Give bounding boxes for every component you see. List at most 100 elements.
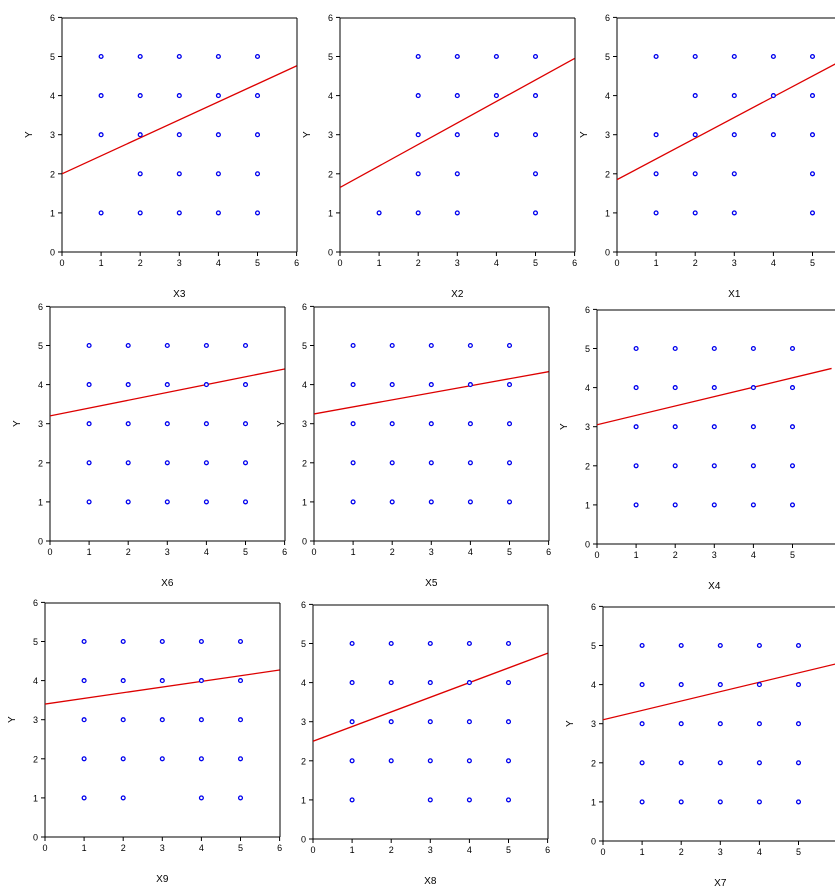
y-tick-label: 2 — [585, 461, 590, 471]
y-tick-label: 0 — [605, 248, 610, 258]
data-point — [125, 382, 131, 388]
scatter-panel-2: 0 1 2 3 4 5 6 0 1 2 3 4 5 6 X2 Y — [302, 13, 577, 300]
regression-line — [314, 371, 549, 415]
x-tick-label: 4 — [751, 550, 756, 560]
data-point — [388, 640, 394, 647]
x-tick-label: 0 — [59, 258, 64, 268]
data-point — [750, 345, 756, 352]
x-tick-label: 5 — [790, 550, 795, 560]
x-tick-label: 1 — [350, 845, 355, 855]
y-axis-label: Y — [559, 423, 570, 430]
y-tick-label: 0 — [301, 835, 306, 845]
data-point — [350, 342, 356, 349]
x-tick-label: 4 — [494, 258, 499, 268]
y-axis-label: Y — [302, 131, 313, 138]
data-point — [237, 795, 244, 801]
scatter-panel-5: 0 1 2 3 4 5 6 0 1 2 3 4 5 6 X5 Y — [276, 302, 551, 589]
x-tick-label: 5 — [238, 843, 243, 853]
x-tick-label: 0 — [311, 547, 316, 557]
data-point — [506, 499, 513, 505]
y-tick-label: 0 — [591, 837, 596, 847]
data-point — [164, 342, 170, 349]
y-tick-label: 3 — [585, 422, 590, 432]
y-tick-label: 4 — [50, 91, 55, 101]
regression-line — [597, 367, 832, 426]
data-point — [203, 421, 209, 427]
data-point — [349, 758, 355, 764]
data-point — [137, 93, 143, 99]
data-point — [756, 760, 762, 766]
data-point — [98, 53, 104, 60]
data-point — [376, 210, 382, 216]
data-point — [242, 460, 249, 466]
y-tick-label: 5 — [302, 341, 307, 351]
data-point — [789, 424, 796, 430]
x-tick-label: 2 — [138, 258, 143, 268]
data-point — [653, 171, 659, 177]
data-point — [388, 680, 394, 686]
data-point — [633, 385, 639, 391]
data-point — [532, 132, 539, 138]
data-point — [532, 53, 539, 60]
data-point — [653, 53, 659, 60]
data-point — [789, 463, 796, 469]
x-tick-label: 3 — [455, 258, 460, 268]
y-tick-label: 2 — [38, 458, 43, 468]
x-tick-label: 5 — [533, 258, 538, 268]
data-point — [254, 53, 261, 60]
data-point — [731, 53, 737, 60]
data-point — [454, 132, 460, 138]
y-tick-label: 4 — [591, 680, 596, 690]
data-point — [678, 642, 684, 649]
y-tick-label: 5 — [328, 52, 333, 62]
y-axis-label: Y — [12, 420, 23, 427]
data-point — [159, 678, 165, 684]
y-tick-label: 3 — [33, 715, 38, 725]
y-tick-label: 1 — [33, 793, 38, 803]
data-point — [254, 132, 261, 138]
y-tick-label: 1 — [585, 500, 590, 510]
data-point — [653, 210, 659, 216]
x-tick-label: 6 — [282, 547, 287, 557]
data-point — [506, 342, 513, 349]
y-tick-label: 0 — [33, 833, 38, 843]
data-point — [427, 640, 433, 647]
data-point — [809, 93, 816, 99]
data-point — [198, 638, 204, 645]
data-point — [506, 421, 513, 427]
scatter-panel-3: 0 1 2 3 4 5 6 0 1 2 3 4 5 X1 Y — [579, 13, 835, 300]
x-tick-label: 2 — [673, 550, 678, 560]
data-point — [98, 132, 104, 138]
data-point — [493, 93, 499, 99]
data-point — [467, 421, 473, 427]
data-point — [215, 210, 221, 216]
data-point — [159, 638, 165, 645]
data-point — [717, 799, 723, 805]
data-point — [467, 460, 473, 466]
data-point — [137, 132, 143, 138]
x-axis-label: X7 — [714, 878, 727, 886]
data-point — [427, 719, 433, 725]
data-point — [731, 171, 737, 177]
y-tick-label: 1 — [301, 795, 306, 805]
x-tick-label: 0 — [594, 550, 599, 560]
data-point — [467, 342, 473, 349]
y-axis-label: Y — [579, 131, 590, 138]
y-tick-label: 5 — [50, 52, 55, 62]
data-point — [467, 499, 473, 505]
data-point — [756, 721, 762, 727]
data-point — [717, 642, 723, 649]
data-point — [717, 721, 723, 727]
data-point — [506, 382, 513, 388]
x-axis-label: X1 — [728, 289, 741, 300]
data-point — [532, 210, 539, 216]
data-point — [125, 460, 131, 466]
x-tick-label: 4 — [467, 845, 472, 855]
x-tick-label: 4 — [204, 547, 209, 557]
y-axis-label: Y — [276, 420, 287, 427]
data-point — [692, 171, 698, 177]
x-tick-label: 0 — [614, 258, 619, 268]
data-point — [203, 382, 209, 388]
data-point — [349, 797, 355, 803]
